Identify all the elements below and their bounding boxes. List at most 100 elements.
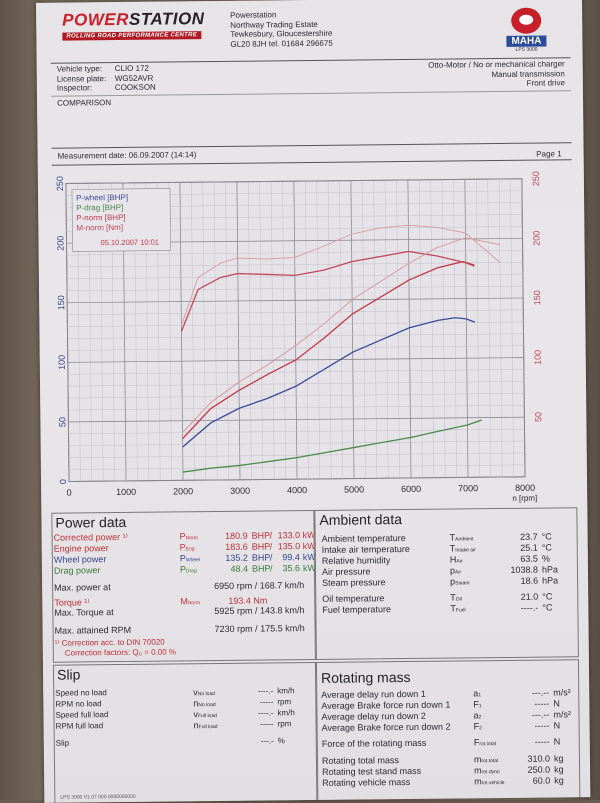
symbol-sub: Air <box>454 569 462 576</box>
rotating-row-symbol: a2 <box>473 710 481 720</box>
measurement-date: Measurement date: 06.09.2007 (14:14) <box>57 150 197 161</box>
symbol-sub: Eng <box>185 546 195 553</box>
ambient-row-symbol: TIntake air <box>450 543 476 553</box>
slip-row-label: Speed no load <box>55 688 107 698</box>
symbol-sub: No load <box>197 691 216 698</box>
slip-row-label: Speed full load <box>55 710 109 720</box>
y-tick-label-right: 100 <box>533 350 543 365</box>
x-tick-label: 6000 <box>401 484 421 494</box>
ambient-value: ----.- <box>520 602 539 613</box>
symbol-sub: 1 <box>478 692 482 699</box>
grid-line-x <box>339 180 343 479</box>
plate-value: WG52AVR <box>114 73 154 83</box>
symbol-sub: rot.total <box>479 741 497 748</box>
ambient-value: 25.1 <box>520 542 538 553</box>
rotating-unit: kg <box>553 753 564 764</box>
slip-value: ---.- <box>260 736 274 746</box>
slip-unit: km/h <box>277 708 295 718</box>
ambient-unit: °C <box>542 602 553 613</box>
series-line <box>182 317 476 448</box>
grid-line-y <box>68 404 525 411</box>
grid-line-x <box>191 182 195 481</box>
rotating-mass-title: Rotating mass <box>321 668 411 686</box>
ambient-row-label: Oil temperature <box>322 593 385 604</box>
slip-value: ----- <box>259 697 274 707</box>
series-line <box>182 419 482 473</box>
rotating-row-label: Average Brake force run down 2 <box>321 721 451 733</box>
separator: / <box>269 552 273 563</box>
grid-line-x <box>316 180 321 479</box>
grid-line-y <box>66 250 523 256</box>
ambient-unit: °C <box>541 542 552 553</box>
max-rpm-label: Max. attained RPM <box>54 624 132 636</box>
power-unit-bhp: BHP <box>251 563 271 574</box>
max-rpm-speed: 175.5 <box>260 623 283 634</box>
slip-row-symbol: nNo load <box>193 698 215 708</box>
rotating-value: ----- <box>534 736 550 747</box>
series-line <box>180 250 475 332</box>
symbol: m <box>473 754 482 765</box>
ambient-value: 21.0 <box>520 591 539 602</box>
grid-line-x <box>213 182 218 480</box>
slip-row-symbol: vNo load <box>193 687 215 697</box>
powerstation-logo: POWERSTATION <box>62 9 205 30</box>
power-unit-bhp: BHP <box>251 541 271 552</box>
separator: / <box>254 605 258 616</box>
rotating-unit: kg <box>554 775 564 786</box>
rotating-unit: kg <box>554 764 564 775</box>
ambient-row-label: Fuel temperature <box>322 604 391 615</box>
slip-value: ----- <box>260 719 274 729</box>
max-torque-label: Max. Torque at <box>54 607 114 618</box>
max-torque-speed: 143.8 <box>259 605 283 616</box>
ambient-value: 23.7 <box>520 531 538 542</box>
grid-line-y <box>67 309 524 315</box>
x-axis-label: n [rpm] <box>512 494 537 503</box>
speed-unit: km/h <box>284 580 305 591</box>
grid-line-y <box>68 381 525 387</box>
symbol-sub: 2 <box>479 725 482 732</box>
y-tick-label-left: 100 <box>57 355 67 370</box>
slip-unit: rpm <box>277 719 292 729</box>
symbol-sub: Norm <box>185 535 198 542</box>
grid-line-x <box>487 179 492 478</box>
grid-line-x <box>362 180 366 479</box>
rotating-row-label: Rotating total mass <box>321 755 400 766</box>
y-tick-label-right: 150 <box>532 290 542 305</box>
power-row-label: Engine power <box>53 543 109 554</box>
separator: / <box>269 541 273 552</box>
grid-line-y <box>68 393 525 399</box>
series-line <box>182 260 475 440</box>
grid-line-x <box>202 182 207 481</box>
separator: / <box>269 530 273 541</box>
grid-line-x <box>350 180 355 479</box>
max-torque-rpm: 5925 <box>214 605 235 617</box>
ambient-row-label: Relative humidity <box>321 555 391 566</box>
x-tick-label: 8000 <box>515 483 535 493</box>
rotating-row-label: Force of the rotating mass <box>321 737 427 749</box>
rotating-value: ----- <box>534 698 550 709</box>
y-tick-label-left: 50 <box>57 417 67 427</box>
legend-entry: P-norm [BHP] <box>76 213 125 223</box>
slip-unit: % <box>277 736 285 746</box>
power-value-kw: 133.0 <box>277 530 301 541</box>
symbol-sub: Air <box>456 558 463 565</box>
x-tick-label: 2000 <box>173 486 193 496</box>
slip-row-label: RPM no load <box>55 699 102 709</box>
y-tick-label-right: 50 <box>533 412 543 422</box>
legend-date: 05.10.2007 10:01 <box>100 238 158 248</box>
max-power-label: Max. power at <box>54 582 111 593</box>
grid-line-y <box>67 285 524 292</box>
grid-line-x <box>396 180 400 479</box>
grid-line-y <box>68 416 525 423</box>
series-line <box>180 224 501 326</box>
rotating-row-symbol: F2 <box>474 721 482 731</box>
max-torque-values: 5925 rpm / 143.8 km/h <box>214 605 304 616</box>
ambient-unit: hPa <box>541 564 559 575</box>
max-power-rpm: 6950 <box>214 580 235 592</box>
grid-line-x <box>305 181 309 480</box>
ambient-unit: hPa <box>542 575 559 586</box>
separator: / <box>269 563 273 574</box>
grid-line-x <box>236 181 241 480</box>
vehicle-type-value: CLIO 172 <box>114 63 150 74</box>
rotating-unit: m/s² <box>553 687 571 698</box>
